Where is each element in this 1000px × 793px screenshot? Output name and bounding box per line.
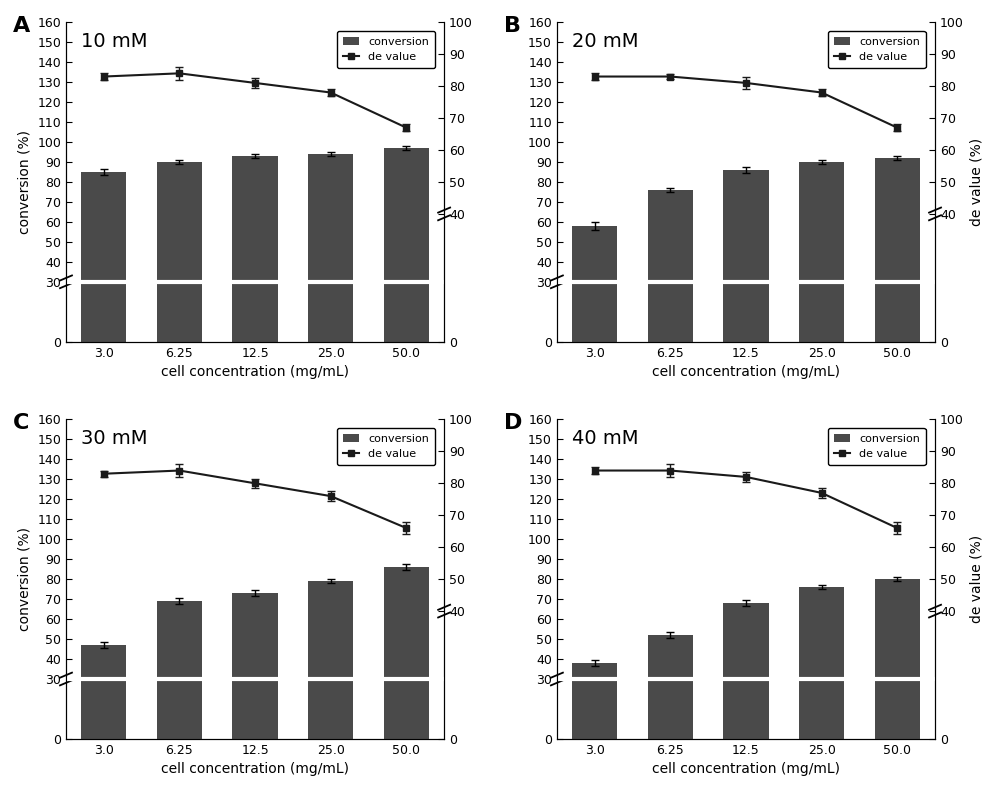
Bar xyxy=(81,172,126,342)
Y-axis label: conversion (%): conversion (%) xyxy=(18,130,32,234)
Bar xyxy=(723,603,769,739)
Bar xyxy=(157,601,202,739)
X-axis label: cell concentration (mg/mL): cell concentration (mg/mL) xyxy=(652,762,840,776)
Text: B: B xyxy=(504,16,521,36)
Bar xyxy=(875,579,920,739)
Legend: conversion, de value: conversion, de value xyxy=(337,31,435,68)
Legend: conversion, de value: conversion, de value xyxy=(337,428,435,465)
Bar xyxy=(308,581,353,739)
Bar xyxy=(232,156,278,342)
Bar xyxy=(81,645,126,739)
Bar xyxy=(308,154,353,342)
Bar xyxy=(572,226,617,342)
Bar xyxy=(648,635,693,739)
Text: C: C xyxy=(13,413,29,433)
Legend: conversion, de value: conversion, de value xyxy=(828,428,926,465)
Bar xyxy=(799,162,844,342)
Y-axis label: de value (%): de value (%) xyxy=(969,535,983,623)
Bar xyxy=(723,170,769,342)
Bar xyxy=(648,190,693,342)
Text: D: D xyxy=(504,413,522,433)
Y-axis label: de value (%): de value (%) xyxy=(969,138,983,226)
Bar xyxy=(799,587,844,739)
Text: 40 mM: 40 mM xyxy=(572,429,639,448)
Legend: conversion, de value: conversion, de value xyxy=(828,31,926,68)
Bar xyxy=(232,593,278,739)
Bar xyxy=(572,663,617,739)
Bar xyxy=(875,158,920,342)
Y-axis label: conversion (%): conversion (%) xyxy=(18,527,32,631)
Text: 30 mM: 30 mM xyxy=(81,429,148,448)
Bar xyxy=(384,567,429,739)
Text: A: A xyxy=(13,16,30,36)
Bar xyxy=(384,148,429,342)
Bar xyxy=(157,162,202,342)
Text: 20 mM: 20 mM xyxy=(572,32,639,51)
Text: 10 mM: 10 mM xyxy=(81,32,148,51)
X-axis label: cell concentration (mg/mL): cell concentration (mg/mL) xyxy=(161,365,349,379)
X-axis label: cell concentration (mg/mL): cell concentration (mg/mL) xyxy=(161,762,349,776)
X-axis label: cell concentration (mg/mL): cell concentration (mg/mL) xyxy=(652,365,840,379)
